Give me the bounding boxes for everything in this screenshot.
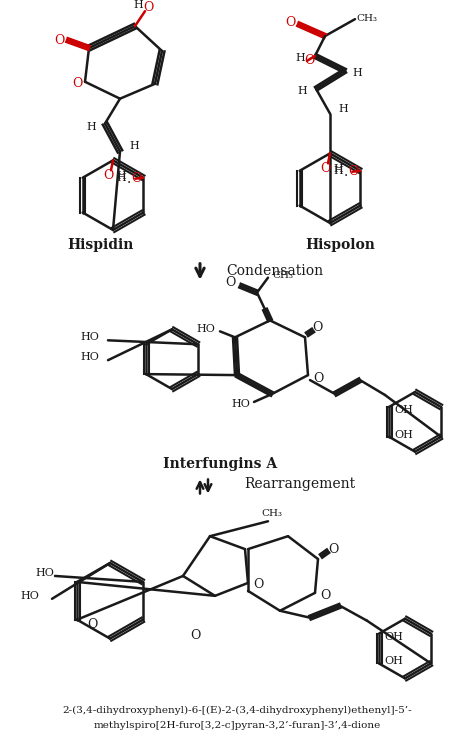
Text: O: O (143, 1, 153, 13)
Text: Rearrangement: Rearrangement (245, 478, 356, 491)
Text: Condensation: Condensation (227, 264, 324, 278)
Text: Interfungins A: Interfungins A (163, 457, 277, 470)
Text: O: O (320, 589, 330, 603)
Text: HO: HO (196, 325, 215, 334)
Text: O: O (328, 542, 338, 556)
Text: O: O (190, 629, 200, 642)
Text: H: H (333, 166, 343, 176)
Text: O: O (312, 321, 322, 334)
Text: OH: OH (384, 657, 403, 666)
Text: CH₃: CH₃ (262, 509, 283, 518)
Text: HO: HO (80, 352, 99, 362)
Text: H: H (86, 122, 96, 132)
Text: Hispidin: Hispidin (67, 238, 133, 252)
Text: H: H (129, 141, 139, 152)
Text: O: O (54, 33, 64, 47)
Text: H: H (297, 85, 307, 96)
Text: O: O (304, 54, 314, 68)
Text: O: O (72, 77, 82, 91)
Text: O: O (253, 578, 263, 591)
Text: O: O (131, 172, 142, 185)
Text: OH: OH (394, 405, 413, 415)
Text: O: O (87, 618, 97, 631)
Text: O: O (313, 372, 323, 385)
Text: H: H (333, 163, 343, 174)
Text: OH: OH (384, 632, 403, 642)
Text: H: H (338, 103, 348, 114)
Text: H: H (133, 0, 143, 10)
Text: HO: HO (80, 332, 99, 343)
Text: H: H (352, 68, 362, 78)
Text: H: H (117, 171, 126, 181)
Text: CH₃: CH₃ (273, 271, 293, 280)
Text: CH₃: CH₃ (356, 13, 377, 22)
Text: O: O (320, 162, 330, 175)
Text: methylspiro[2H-furo[3,2-c]pyran-3,2’-furan]-3’,4-dione: methylspiro[2H-furo[3,2-c]pyran-3,2’-fur… (93, 721, 381, 730)
Text: H: H (295, 53, 305, 63)
Text: HO: HO (35, 568, 54, 578)
Text: .: . (344, 165, 348, 179)
Text: H: H (116, 173, 126, 184)
Text: 2-(3,4-dihydroxyphenyl)-6-[(E)-2-(3,4-dihydroxyphenyl)ethenyl]-5’-: 2-(3,4-dihydroxyphenyl)-6-[(E)-2-(3,4-di… (62, 706, 412, 715)
Text: HO: HO (231, 399, 250, 409)
Text: HO: HO (20, 591, 39, 601)
Text: O: O (348, 165, 358, 178)
Text: O: O (225, 276, 235, 289)
Text: .: . (127, 172, 131, 186)
Text: OH: OH (394, 429, 413, 440)
Text: Hispolon: Hispolon (305, 238, 375, 252)
Text: O: O (285, 16, 295, 29)
Text: O: O (103, 169, 113, 182)
